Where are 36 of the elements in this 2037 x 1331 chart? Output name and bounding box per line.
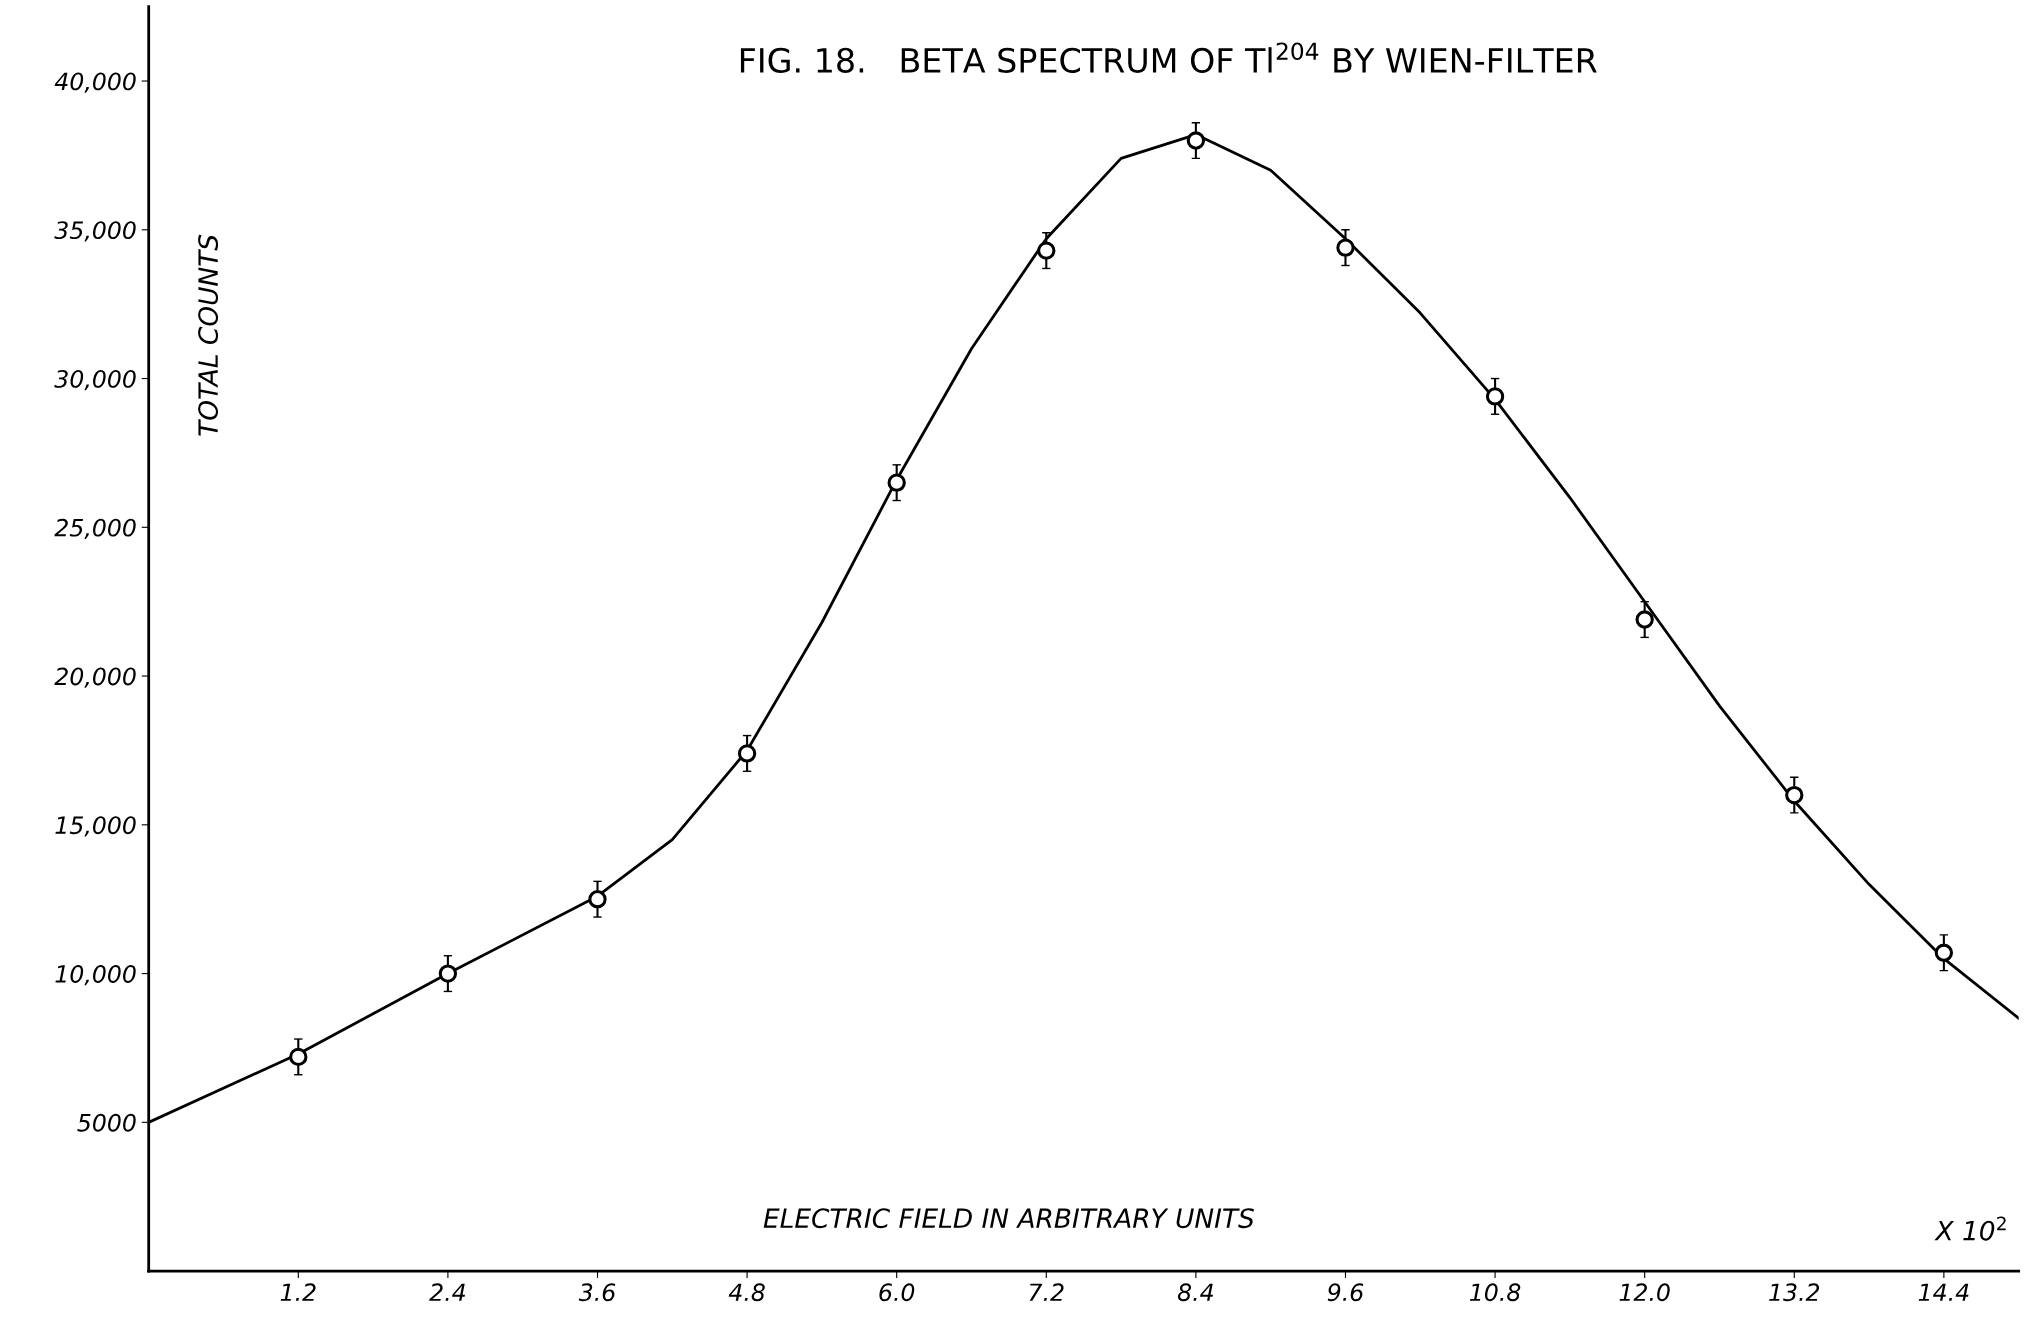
annotation: X 10$^{2}$: [1934, 1216, 2006, 1241]
x-tick-label: 7.2: [1029, 1283, 1064, 1301]
point: [887, 473, 906, 492]
y-tick-label: 15,000: [55, 816, 136, 837]
point: [588, 890, 607, 909]
point: [1485, 387, 1505, 406]
x-tick-label: 10.8: [1469, 1283, 1521, 1302]
x-tick-label: 2.4: [429, 1283, 465, 1301]
y-tick-label: 25,000: [54, 518, 136, 540]
x-tick-label: 1.2: [280, 1283, 316, 1301]
point: [1336, 238, 1355, 257]
y-axis-title: TOTAL COUNTS: [198, 234, 219, 436]
x-tick-label: 9.6: [1327, 1283, 1364, 1302]
point: [1635, 610, 1654, 629]
point: [1186, 131, 1206, 150]
point: [1037, 241, 1056, 260]
y-tick-label: 5000: [77, 1113, 136, 1132]
y-tick-label: 10,000: [55, 965, 136, 986]
x-tick-label: 6.0: [879, 1283, 915, 1302]
point: [737, 744, 757, 763]
x-tick-label: 4.8: [728, 1283, 765, 1302]
x-tick-label: 8.4: [1177, 1283, 1213, 1302]
x-tick-label: 14.4: [1918, 1283, 1969, 1301]
point: [1934, 943, 1954, 962]
y-tick-label: 30,000: [54, 370, 136, 391]
x-tick-label: 3.6: [578, 1283, 616, 1302]
y-tick-label: 20,000: [54, 667, 136, 688]
x-tick-label: 12.0: [1619, 1283, 1670, 1302]
point: [289, 1047, 308, 1067]
y-tick-label: 35,000: [54, 221, 136, 242]
text: FIG. 18. BETA SPECTRUM OF Tl$^{204}$ BY WIEN-FILTER: [740, 42, 1597, 73]
x-tick-label: 13.2: [1769, 1283, 1820, 1302]
point: [438, 964, 458, 983]
y-tick-label: 40,000: [54, 72, 136, 93]
x-axis-title: ELECTRIC FIELD IN ARBITRARY UNITS: [763, 1208, 1254, 1229]
point: [1785, 785, 1804, 805]
